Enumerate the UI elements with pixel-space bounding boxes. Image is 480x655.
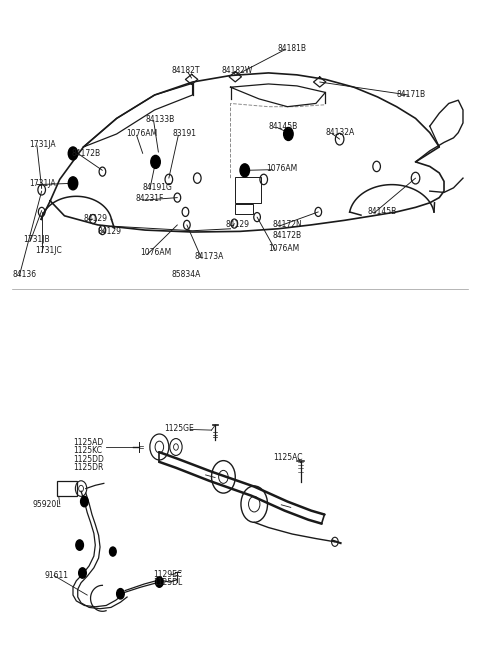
Text: 1076AM: 1076AM	[140, 248, 172, 257]
Circle shape	[156, 577, 163, 588]
Text: 84231F: 84231F	[136, 195, 164, 204]
Text: 95920L: 95920L	[32, 500, 60, 509]
Text: 84129: 84129	[97, 227, 121, 236]
Text: 84172B: 84172B	[272, 231, 301, 240]
Text: 1076AM: 1076AM	[268, 244, 300, 253]
Text: 1125DR: 1125DR	[73, 463, 103, 472]
Circle shape	[109, 547, 116, 556]
Text: 84136: 84136	[12, 270, 36, 279]
Text: 1731JA: 1731JA	[29, 140, 56, 149]
Circle shape	[68, 177, 78, 190]
Text: 84129: 84129	[226, 220, 250, 229]
Text: 84129: 84129	[84, 214, 108, 223]
Circle shape	[240, 164, 250, 177]
Circle shape	[151, 155, 160, 168]
Text: 1731JA: 1731JA	[29, 179, 56, 188]
Text: 84145B: 84145B	[268, 122, 298, 130]
Text: 84173A: 84173A	[195, 252, 224, 261]
Text: 84182W: 84182W	[221, 66, 252, 75]
Text: 84133B: 84133B	[145, 115, 174, 124]
Text: 1125DL: 1125DL	[154, 578, 183, 588]
Bar	[57, 481, 77, 496]
Circle shape	[284, 128, 293, 140]
Text: 1125DD: 1125DD	[73, 455, 104, 464]
Text: 1129EC: 1129EC	[154, 570, 183, 579]
Bar	[235, 204, 253, 214]
Text: 84145B: 84145B	[367, 208, 396, 216]
Text: 1731JB: 1731JB	[23, 235, 49, 244]
Text: 84172N: 84172N	[272, 220, 302, 229]
Circle shape	[68, 147, 78, 160]
Text: 84182T: 84182T	[171, 66, 200, 75]
Bar	[235, 177, 261, 203]
Text: 84172B: 84172B	[72, 149, 101, 158]
Text: 1125GE: 1125GE	[164, 424, 194, 433]
Text: 85834A: 85834A	[171, 270, 201, 279]
Text: 83191: 83191	[173, 130, 197, 138]
Text: 1125KC: 1125KC	[73, 447, 102, 455]
Text: 1076AM: 1076AM	[126, 130, 157, 138]
Text: 91611: 91611	[45, 571, 69, 580]
Text: 84191G: 84191G	[143, 183, 173, 193]
Circle shape	[79, 568, 86, 578]
Text: 84171B: 84171B	[396, 90, 426, 100]
Circle shape	[76, 540, 84, 550]
Text: 1076AM: 1076AM	[266, 164, 297, 173]
Text: 1731JC: 1731JC	[35, 246, 62, 255]
Circle shape	[117, 589, 124, 599]
Text: 84132A: 84132A	[325, 128, 355, 137]
Text: 1125AD: 1125AD	[73, 438, 103, 447]
Text: 1125AC: 1125AC	[273, 453, 303, 462]
Text: 84181B: 84181B	[278, 44, 307, 53]
Circle shape	[81, 496, 88, 507]
